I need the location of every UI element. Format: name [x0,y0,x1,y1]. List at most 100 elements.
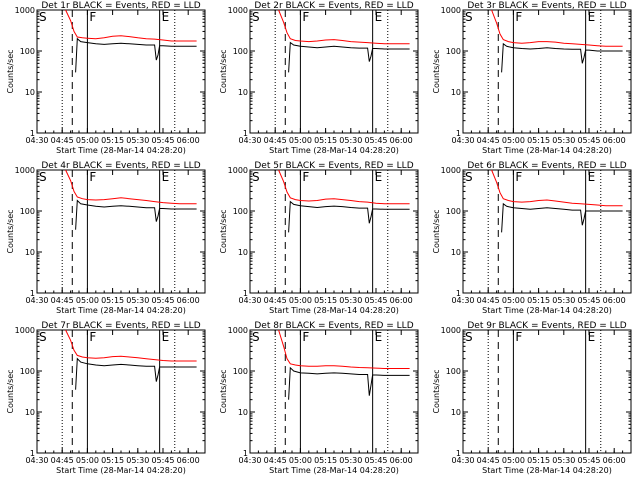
marker-label-S: S [252,330,260,344]
x-tick-label: 05:15 [101,296,124,305]
x-tick-label: 05:15 [101,456,124,465]
marker-label-E: E [375,330,383,344]
x-tick-label: 05:30 [126,136,149,145]
y-tick-label: 1000 [441,326,461,335]
y-tick-label: 1000 [15,326,35,335]
detector-panel-2: Det 2r BLACK = Events, RED = LLD 1 10 100 10… [219,1,419,155]
y-tick-label: 1 [243,129,248,138]
detector-panel-1: Det 1r BLACK = Events, RED = LLD 1 10 100 10… [6,1,206,155]
x-tick-label: 05:30 [552,296,575,305]
lld-series-line [65,169,197,205]
marker-label-F: F [302,170,309,184]
marker-label-S: S [252,170,260,184]
events-series-line [75,199,197,230]
panel-title: Det 9r BLACK = Events, RED = LLD [467,321,626,331]
lld-series-line [491,169,623,207]
y-tick-label: 10 [238,248,248,257]
x-tick-label: 05:00 [502,136,525,145]
x-tick-label: 05:00 [76,136,99,145]
y-axis-label: Counts/sec [432,369,441,413]
x-tick-label: 05:45 [364,296,387,305]
x-tick-label: 04:30 [238,136,261,145]
marker-label-S: S [465,170,473,184]
marker-label-F: F [515,170,522,184]
marker-label-E: E [162,10,170,24]
y-tick-label: 1 [456,449,461,458]
events-series-line [288,200,410,233]
y-tick-label: 1 [243,289,248,298]
x-tick-label: 05:00 [76,296,99,305]
y-tick-label: 10 [25,248,35,257]
y-tick-label: 100 [446,367,461,376]
y-tick-label: 100 [20,367,35,376]
x-tick-label: 04:45 [477,456,500,465]
y-axis-label: Counts/sec [219,49,228,93]
events-series-line [75,357,197,390]
y-axis-label: Counts/sec [432,209,441,253]
marker-label-F: F [302,330,309,344]
detector-panel-4: Det 4r BLACK = Events, RED = LLD 1 10 100 10… [6,161,206,315]
events-series-line [501,42,623,73]
y-tick-label: 1 [456,289,461,298]
marker-label-E: E [375,10,383,24]
marker-label-S: S [39,330,47,344]
x-axis-label: Start Time (28-Mar-14 04:28:20) [56,146,186,155]
detector-panel-9: Det 9r BLACK = Events, RED = LLD 1 10 100 10… [432,321,632,475]
panel-title: Det 3r BLACK = Events, RED = LLD [467,1,626,11]
x-tick-label: 05:30 [339,456,362,465]
y-tick-label: 1 [243,449,248,458]
x-tick-label: 06:00 [603,456,626,465]
x-tick-label: 06:00 [177,136,200,145]
y-tick-label: 100 [446,207,461,216]
x-tick-label: 04:45 [264,136,287,145]
panel-title: Det 8r BLACK = Events, RED = LLD [254,321,413,331]
y-tick-label: 1 [30,289,35,298]
x-tick-label: 04:30 [25,136,48,145]
marker-label-F: F [515,10,522,24]
events-series-line [288,366,410,400]
x-tick-label: 06:00 [603,136,626,145]
x-tick-label: 05:30 [552,136,575,145]
x-tick-label: 05:00 [502,296,525,305]
y-tick-label: 1 [456,129,461,138]
x-tick-label: 04:30 [238,296,261,305]
marker-label-F: F [302,10,309,24]
x-axis-label: Start Time (28-Mar-14 04:28:20) [482,146,612,155]
x-tick-label: 05:45 [364,136,387,145]
x-tick-label: 05:30 [339,296,362,305]
x-tick-label: 05:15 [527,296,550,305]
x-axis-label: Start Time (28-Mar-14 04:28:20) [482,306,612,315]
x-axis-label: Start Time (28-Mar-14 04:28:20) [56,306,186,315]
marker-label-S: S [252,10,260,24]
x-tick-label: 04:30 [451,136,474,145]
y-tick-label: 10 [238,88,248,97]
lld-series-line [278,169,410,205]
y-tick-label: 100 [233,207,248,216]
y-tick-label: 1000 [228,166,248,175]
events-series-line [75,37,197,73]
y-tick-label: 1 [30,129,35,138]
x-tick-label: 04:45 [264,456,287,465]
x-tick-label: 05:15 [527,136,550,145]
x-tick-label: 05:15 [314,296,337,305]
x-tick-label: 05:45 [577,296,600,305]
x-tick-label: 04:30 [25,456,48,465]
y-tick-label: 10 [451,248,461,257]
lld-series-line [278,329,410,369]
events-series-line [501,202,623,233]
y-axis-label: Counts/sec [219,369,228,413]
x-tick-label: 05:15 [101,136,124,145]
y-tick-label: 1000 [228,6,248,15]
x-tick-label: 04:45 [264,296,287,305]
panel-title: Det 2r BLACK = Events, RED = LLD [254,1,413,11]
x-tick-label: 06:00 [603,296,626,305]
x-axis-label: Start Time (28-Mar-14 04:28:20) [269,146,399,155]
x-tick-label: 06:00 [390,456,413,465]
x-tick-label: 05:45 [364,456,387,465]
y-axis-label: Counts/sec [6,369,15,413]
x-tick-label: 05:30 [126,296,149,305]
x-tick-label: 04:45 [51,296,74,305]
y-axis-label: Counts/sec [219,209,228,253]
y-tick-label: 1000 [15,166,35,175]
x-tick-label: 05:45 [151,296,174,305]
